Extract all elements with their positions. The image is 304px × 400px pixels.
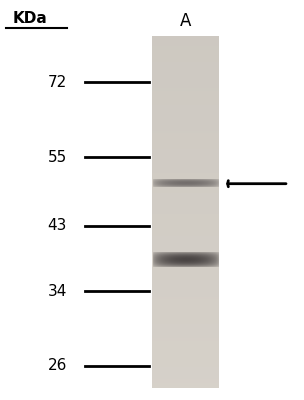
Text: 34: 34 [47, 284, 67, 298]
Text: 26: 26 [47, 358, 67, 373]
Text: 55: 55 [48, 150, 67, 165]
Text: 43: 43 [47, 218, 67, 233]
Text: 72: 72 [48, 75, 67, 90]
Text: KDa: KDa [13, 11, 48, 26]
Text: A: A [180, 12, 191, 30]
